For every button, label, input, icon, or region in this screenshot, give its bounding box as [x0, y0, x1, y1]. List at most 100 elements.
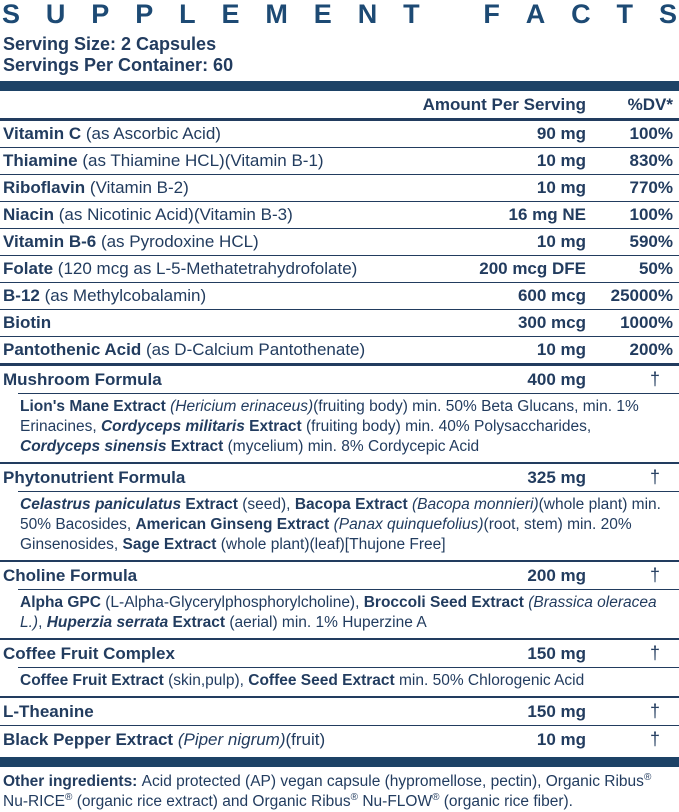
text-segment: min. 50% Chlorogenic Acid: [399, 672, 585, 689]
row-l-theanine: L-Theanine 150 mg †: [0, 696, 679, 725]
amount-value: 90 mg: [536, 124, 586, 143]
text-segment: (skin,pulp),: [168, 672, 249, 689]
text-segment: Phytonutrient Formula: [3, 468, 186, 487]
row-pantothenic-acid: Pantothenic Acid (as D-Calcium Pantothen…: [0, 336, 679, 363]
divider-bar-bottom: [0, 757, 679, 767]
text-segment: Nu-RICE: [3, 793, 66, 810]
text-segment: (organic rice fiber).: [439, 793, 573, 810]
title-letter: E: [221, 0, 240, 29]
text-segment: Extract: [168, 614, 230, 631]
row-vitamin-b6: Vitamin B-6 (as Pyrodoxine HCL) 10 mg 590%: [0, 228, 679, 255]
title-letter: S: [658, 0, 677, 29]
text-segment: ®: [432, 791, 440, 803]
text-segment: Acid protected (AP) vegan capsule (hypro…: [141, 773, 644, 790]
dv-value: †: [649, 565, 660, 585]
text-segment: Broccoli Seed Extract: [363, 594, 529, 611]
ingredient-name: Riboflavin (Vitamin B-2): [3, 178, 466, 197]
amount-value: 10 mg: [536, 151, 586, 170]
text-segment: (as Pyrodoxine HCL): [100, 232, 259, 251]
text-segment: (whole plant) min. 50% Bacosides,: [20, 496, 661, 533]
title-letter: T: [616, 0, 634, 29]
text-segment: Nu-FLOW: [358, 793, 433, 810]
dv-value: †: [649, 729, 660, 749]
row-vitamin-c: Vitamin C (as Ascorbic Acid) 90 mg 100%: [0, 121, 679, 147]
title-letter: P: [135, 0, 154, 29]
title-letter: U: [45, 0, 66, 29]
text-segment: (as Thiamine HCL)(Vitamin B-1): [82, 151, 324, 170]
row-coffee-fruit-complex: Coffee Fruit Complex 150 mg †: [0, 638, 679, 667]
ingredient-name: Vitamin C (as Ascorbic Acid): [3, 124, 466, 143]
text-segment: B-12: [3, 286, 45, 305]
servings-per-container-line: Servings Per Container: 60: [3, 55, 234, 75]
text-segment: (L-Alpha-Glycerylphosphorylcholine),: [105, 594, 364, 611]
row-choline-formula: Choline Formula 200 mg †: [0, 560, 679, 589]
title-letter: F: [483, 0, 500, 29]
row-folate: Folate (120 mcg as L-5-Methatetrahydrofo…: [0, 255, 679, 282]
dv-header: %DV*: [627, 95, 673, 114]
text-segment: Other ingredients:: [3, 773, 142, 790]
serving-size-line: Serving Size: 2 Capsules: [3, 34, 217, 54]
text-segment: Alpha GPC: [20, 594, 106, 611]
text-segment: Lion's Mane Extract: [20, 398, 171, 415]
dv-value: 830%: [629, 151, 673, 170]
text-segment: (fruit): [285, 730, 326, 749]
text-segment: Biotin: [3, 313, 52, 332]
text-segment: (120 mcg as L-5-Methatetrahydrofolate): [57, 259, 358, 278]
ingredient-name: Niacin (as Nicotinic Acid)(Vitamin B-3): [3, 205, 466, 224]
row-mushroom-formula: Mushroom Formula 400 mg †: [0, 363, 679, 393]
amount-value: 200 mcg DFE: [479, 259, 586, 278]
text-segment: (Brassica oleracea L.): [20, 594, 657, 631]
dv-value: 25000%: [610, 286, 673, 305]
text-segment: (fruiting body) min. 50% Beta Glucans, m…: [20, 398, 639, 435]
text-segment: (as Ascorbic Acid): [85, 124, 221, 143]
text-segment: Celastrus paniculatus: [20, 496, 182, 513]
dv-value: 200%: [629, 340, 673, 359]
text-segment: Coffee Fruit Complex: [3, 644, 175, 663]
text-segment: Extract: [181, 496, 243, 513]
row-choline-formula-details: Alpha GPC (L-Alpha-Glycerylphosphorylcho…: [18, 589, 679, 638]
text-segment: (as Methylcobalamin): [44, 286, 207, 305]
text-segment: Sage Extract: [122, 536, 221, 553]
amount-value: 600 mcg: [517, 286, 586, 305]
dv-value: †: [649, 701, 660, 721]
amount-value: 300 mcg: [517, 313, 586, 332]
text-segment: Extract: [244, 418, 307, 435]
amount-value: 325 mg: [527, 468, 586, 487]
title-letter: A: [525, 0, 546, 29]
dv-value: †: [649, 467, 660, 487]
amount-value: 16 mg NE: [508, 205, 586, 224]
row-thiamine: Thiamine (as Thiamine HCL)(Vitamin B-1) 1…: [0, 147, 679, 174]
text-segment: (whole plant)(leaf)[Thujone Free]: [220, 536, 446, 553]
divider-bar-top: [0, 81, 679, 91]
dv-value: 50%: [638, 259, 673, 278]
ingredient-name: B-12 (as Methylcobalamin): [3, 286, 466, 305]
title-letter: L: [179, 0, 196, 29]
text-segment: Thiamine: [3, 151, 83, 170]
row-phytonutrient-formula-details: Celastrus paniculatus Extract (seed), Ba…: [18, 491, 679, 560]
amount-value: 400 mg: [527, 370, 586, 389]
text-segment: (Bacopa monnieri): [411, 496, 539, 513]
amount-value: 200 mg: [527, 566, 586, 585]
text-segment: ®: [350, 791, 359, 803]
ingredient-name: Mushroom Formula: [3, 370, 466, 389]
text-segment: Cordyceps sinensis: [20, 438, 167, 455]
ingredient-name: Black Pepper Extract (Piper nigrum)(frui…: [3, 730, 466, 749]
row-coffee-fruit-complex-details: Coffee Fruit Extract (skin,pulp), Coffee…: [18, 667, 679, 696]
row-black-pepper-extract: Black Pepper Extract (Piper nigrum)(frui…: [0, 725, 679, 753]
text-segment: (Piper nigrum): [177, 730, 286, 749]
ingredient-name: L-Theanine: [3, 702, 466, 721]
row-biotin: Biotin 300 mcg 1000%: [0, 309, 679, 336]
dv-value: 100%: [629, 205, 673, 224]
title-letter: M: [265, 0, 288, 29]
text-segment: (Vitamin B-2): [89, 178, 189, 197]
dv-value: †: [649, 369, 660, 389]
text-segment: (aerial) min. 1% Huperzine A: [229, 614, 427, 631]
dv-value: 770%: [629, 178, 673, 197]
text-segment: (organic rice extract) and Organic Ribus: [72, 793, 351, 810]
text-segment: Bacopa Extract: [294, 496, 412, 513]
text-segment: Pantothenic Acid: [3, 340, 146, 359]
title-letter: C: [571, 0, 591, 29]
text-segment: L-Theanine: [3, 702, 94, 721]
ingredient-name: Pantothenic Acid (as D-Calcium Pantothen…: [3, 340, 466, 359]
